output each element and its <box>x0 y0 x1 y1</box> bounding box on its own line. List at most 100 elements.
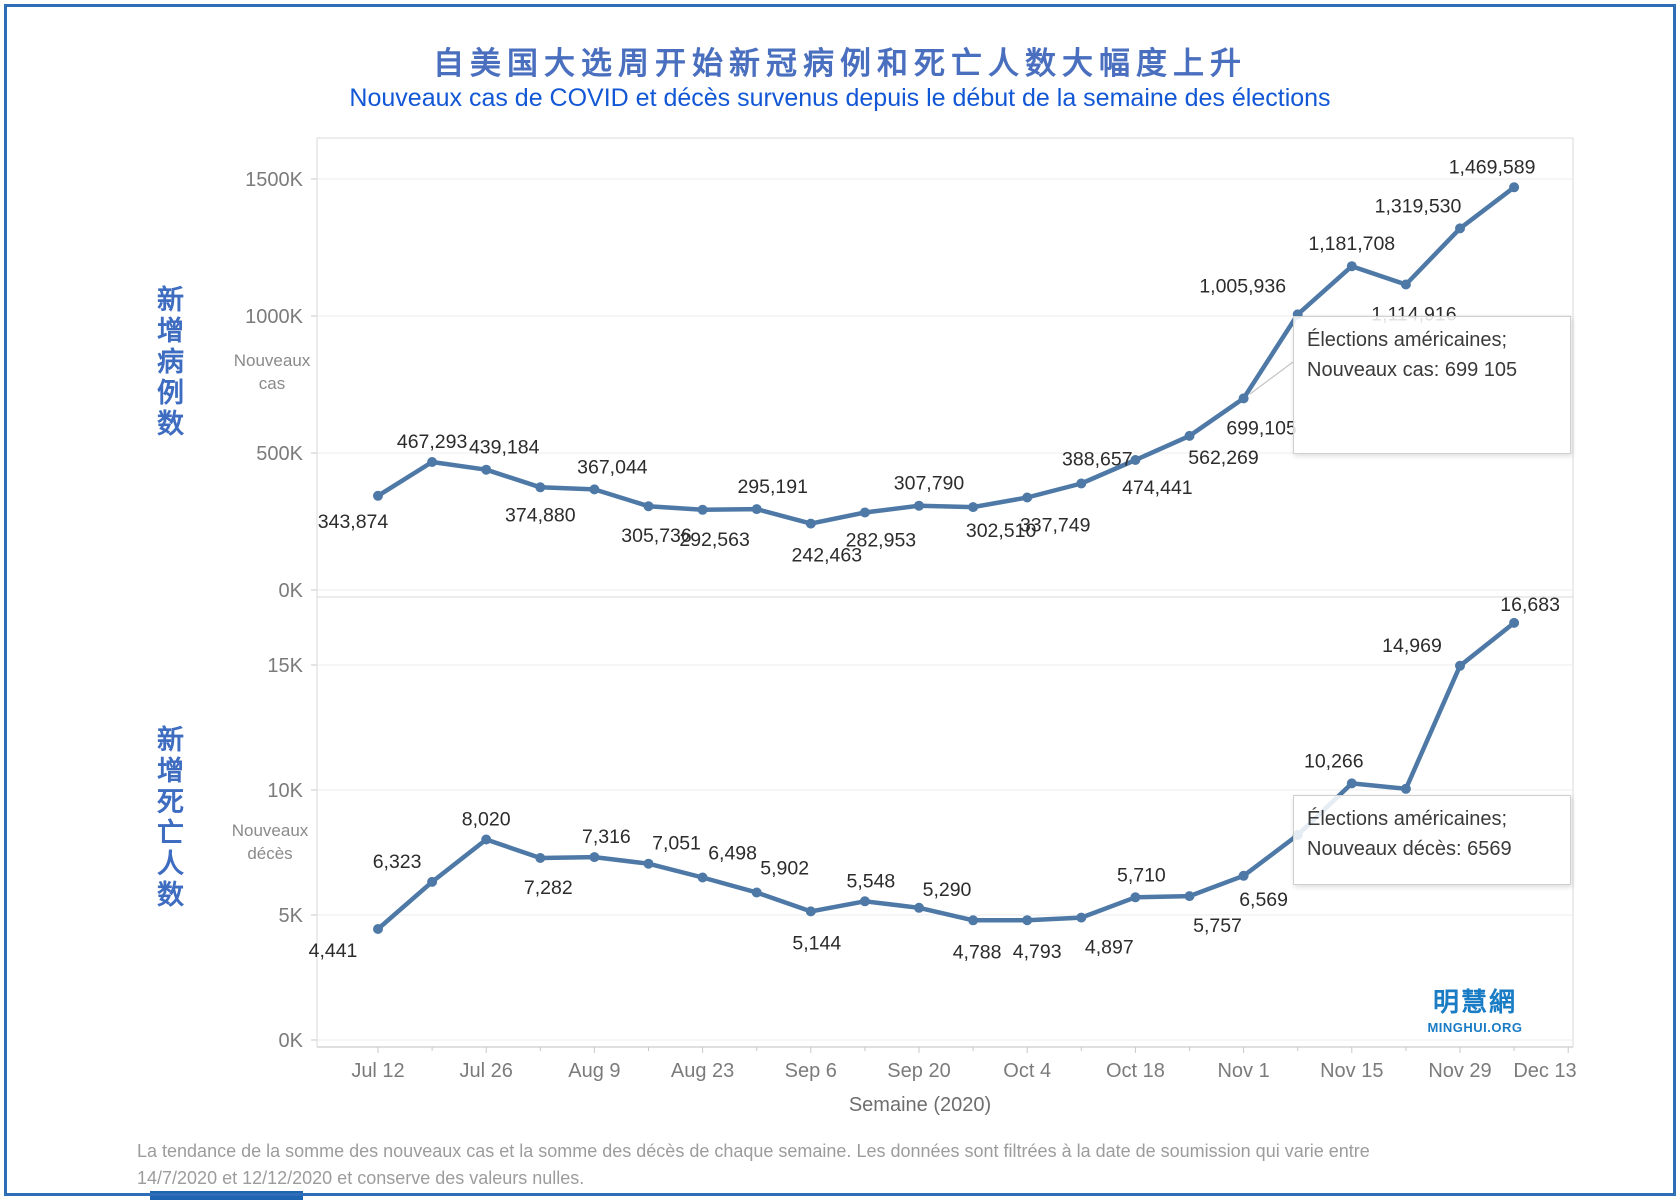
y-tick-label: 0K <box>279 580 304 602</box>
y-tick-label: 10K <box>267 780 303 802</box>
data-point[interactable] <box>1509 617 1520 628</box>
data-point-label: 5,290 <box>923 879 972 901</box>
data-point[interactable] <box>751 504 762 515</box>
data-point[interactable] <box>1346 778 1357 789</box>
data-point-label: 5,710 <box>1117 864 1166 886</box>
data-point[interactable] <box>643 858 654 869</box>
x-tick-label: Oct 18 <box>1106 1060 1165 1082</box>
data-point[interactable] <box>1455 223 1465 234</box>
y-tick-label: 1500K <box>245 169 303 191</box>
data-point[interactable] <box>859 896 870 907</box>
data-point[interactable] <box>373 490 383 501</box>
tooltip-line: Élections américaines; <box>1307 329 1508 351</box>
data-point[interactable] <box>1184 430 1195 441</box>
data-point-label: 474,441 <box>1122 477 1193 499</box>
data-point[interactable] <box>1022 915 1033 926</box>
data-point-label: 343,874 <box>318 511 389 533</box>
bottom-scrollbar-fragment[interactable] <box>150 1191 303 1200</box>
data-point[interactable] <box>1184 891 1195 902</box>
data-point-label: 1,319,530 <box>1375 195 1462 217</box>
data-point[interactable] <box>535 853 546 863</box>
data-point-label: 8,020 <box>462 809 511 831</box>
data-point-label: 10,266 <box>1304 750 1364 772</box>
election-tooltip-deaths: Élections américaines; Nouveaux décès: 6… <box>1293 795 1571 885</box>
data-point[interactable] <box>697 504 708 515</box>
data-point-label: 439,184 <box>469 437 540 459</box>
data-point[interactable] <box>643 501 654 512</box>
data-point[interactable] <box>1346 261 1357 272</box>
data-point[interactable] <box>1130 892 1141 903</box>
data-point-label: 337,749 <box>1020 515 1091 537</box>
data-point-label: 1,005,936 <box>1199 275 1286 297</box>
data-point-label: 374,880 <box>505 504 576 526</box>
data-point[interactable] <box>968 502 979 513</box>
x-tick-label: Nov 15 <box>1320 1060 1383 1082</box>
data-point-label: 6,569 <box>1239 889 1288 911</box>
y-tick-label: 15K <box>267 655 303 677</box>
x-axis-title: Semaine (2020) <box>848 1094 992 1116</box>
data-point-label: 388,657 <box>1062 449 1133 471</box>
data-point[interactable] <box>481 834 492 845</box>
data-point[interactable] <box>1022 492 1033 503</box>
tooltip-line: Nouveaux cas: 699 105 <box>1307 359 1518 381</box>
data-point-label: 292,563 <box>679 529 750 551</box>
data-point[interactable] <box>751 887 762 898</box>
data-point[interactable] <box>1400 783 1411 794</box>
data-point[interactable] <box>589 484 600 495</box>
x-tick-label: Nov 29 <box>1428 1060 1491 1082</box>
data-point[interactable] <box>1238 393 1249 404</box>
data-point[interactable] <box>1076 478 1087 489</box>
election-tooltip-cases: Élections américaines; Nouveaux cas: 699… <box>1293 316 1571 454</box>
data-point[interactable] <box>805 518 816 529</box>
cases-side-label-chinese: 新增病例数 <box>152 285 183 440</box>
data-point-label: 5,902 <box>760 858 809 880</box>
data-point[interactable] <box>1076 912 1087 923</box>
data-point-label: 7,282 <box>524 877 573 899</box>
x-tick-label: Dec 13 <box>1513 1060 1576 1082</box>
data-point-label: 699,105 <box>1226 417 1297 439</box>
data-point-label: 4,788 <box>953 941 1002 963</box>
x-tick-label: Aug 23 <box>671 1060 734 1082</box>
data-point[interactable] <box>859 507 870 518</box>
cases-axis-label: Nouveaux cas <box>233 351 311 393</box>
data-point-label: 242,463 <box>792 545 863 567</box>
data-point[interactable] <box>968 915 979 926</box>
data-point[interactable] <box>1238 870 1249 881</box>
data-point[interactable] <box>535 482 546 493</box>
x-tick-label: Sep 20 <box>887 1060 950 1082</box>
data-point[interactable] <box>1455 660 1465 671</box>
data-point-label: 1,469,589 <box>1449 156 1536 178</box>
data-point[interactable] <box>427 457 438 467</box>
data-point[interactable] <box>914 902 924 913</box>
data-point-label: 282,953 <box>846 530 917 552</box>
deaths-side-label-chinese: 新增死亡人数 <box>152 725 183 911</box>
data-point-label: 5,757 <box>1193 915 1242 937</box>
data-point-label: 367,044 <box>577 456 648 478</box>
page-subtitle-french: Nouveaux cas de COVID et décès survenus … <box>349 84 1331 112</box>
x-tick-label: Jul 26 <box>460 1060 513 1082</box>
y-tick-label: 1000K <box>245 306 303 328</box>
data-point[interactable] <box>1509 182 1520 193</box>
data-point-label: 4,441 <box>309 940 358 962</box>
data-point[interactable] <box>697 872 708 883</box>
deaths-axis-label: Nouveaux décès <box>231 821 309 863</box>
data-point-label: 1,181,708 <box>1308 233 1395 255</box>
caption: La tendance de la somme des nouveaux cas… <box>137 1138 1577 1192</box>
tooltip-callout-line <box>1249 361 1294 395</box>
data-point-label: 305,736 <box>621 525 692 547</box>
caption-line-2: 14/7/2020 et 12/12/2020 et conserve des … <box>137 1168 585 1188</box>
data-point[interactable] <box>914 500 924 511</box>
x-tick-label: Aug 9 <box>568 1060 620 1082</box>
data-point-label: 562,269 <box>1188 447 1259 469</box>
data-point[interactable] <box>481 464 492 475</box>
data-point-label: 5,144 <box>792 932 841 954</box>
data-point[interactable] <box>805 906 816 917</box>
data-point[interactable] <box>589 852 600 863</box>
data-point[interactable] <box>427 876 438 887</box>
data-point[interactable] <box>1130 455 1141 465</box>
data-point[interactable] <box>1400 279 1411 290</box>
data-point-label: 4,897 <box>1085 937 1134 959</box>
data-point[interactable] <box>373 924 383 934</box>
data-point-label: 7,316 <box>582 826 631 848</box>
